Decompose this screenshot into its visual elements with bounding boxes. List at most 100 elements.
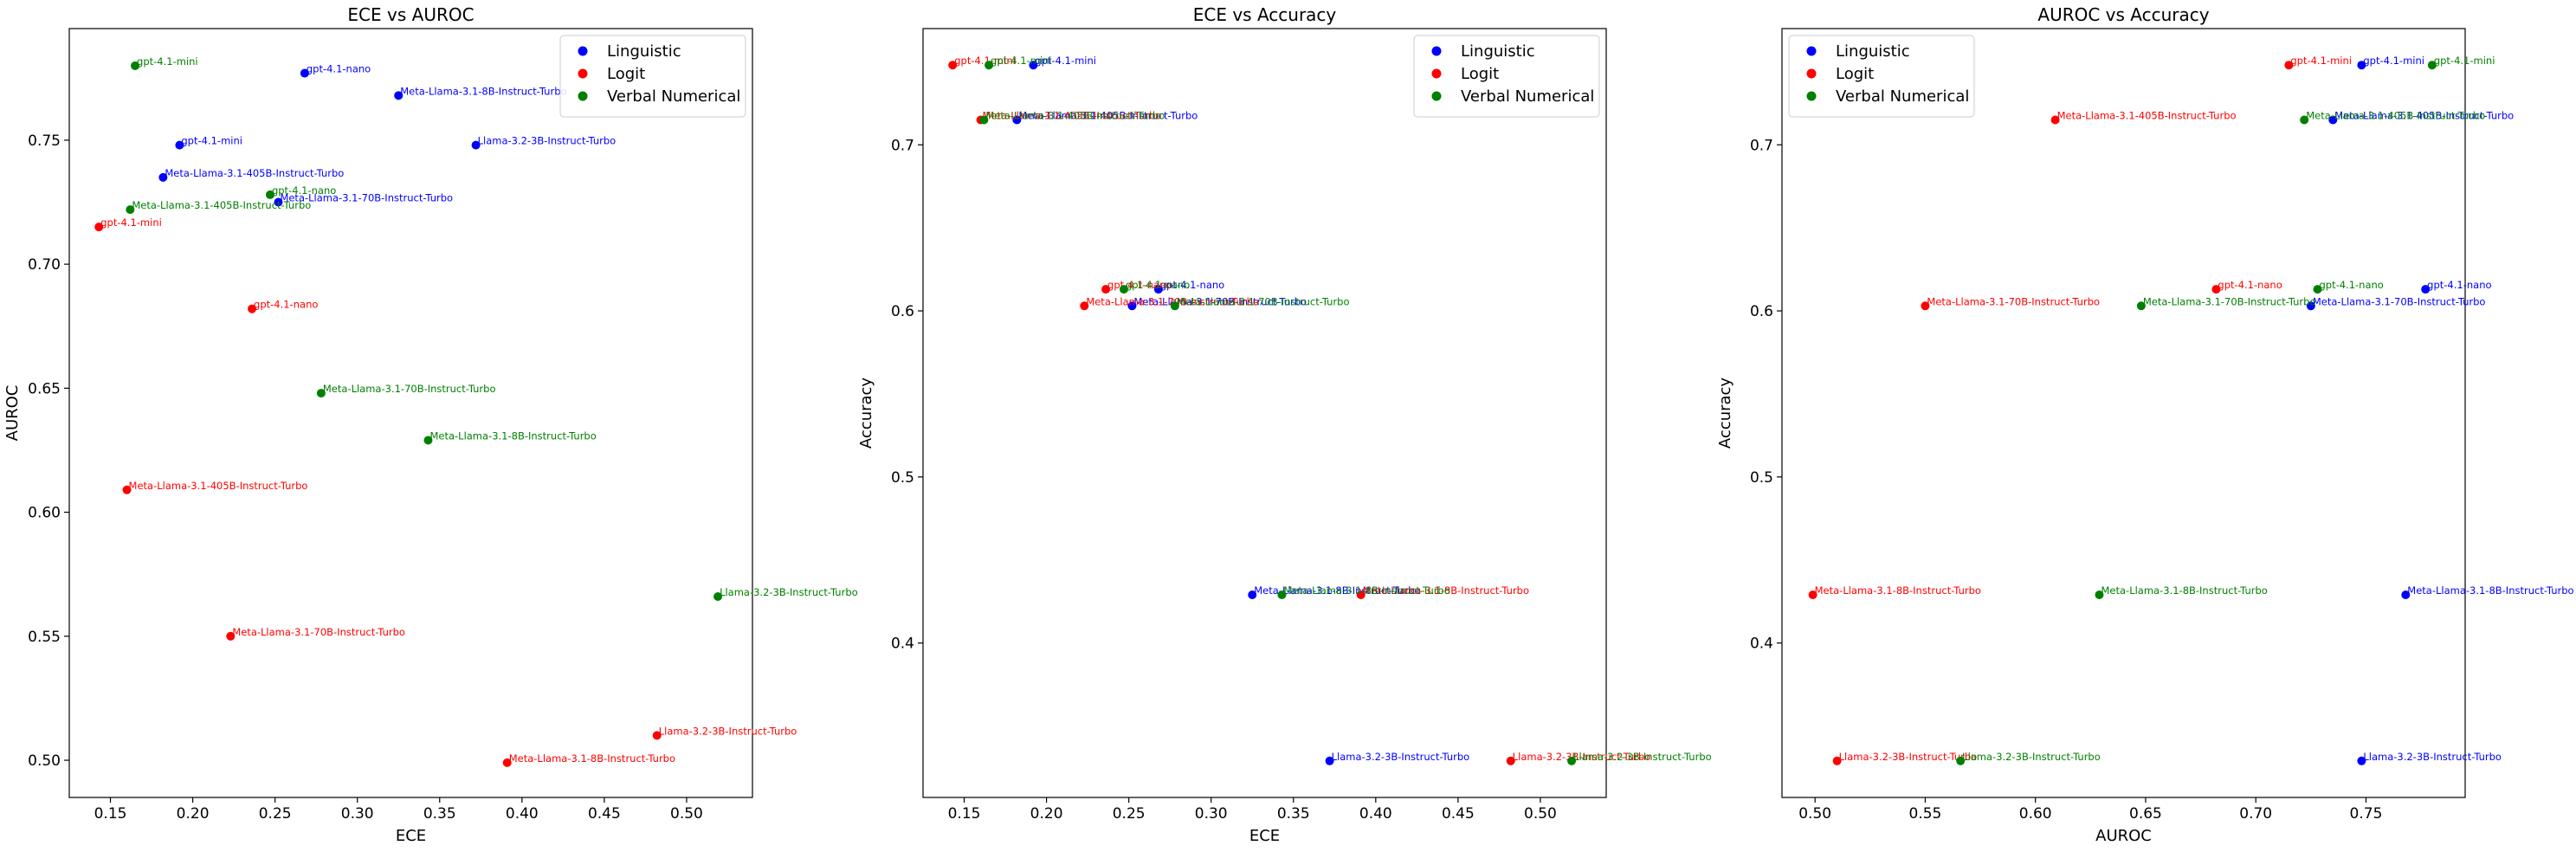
point-label: Llama-3.2-3B-Instruct-Turbo [1839, 751, 1978, 763]
x-tick-label: 0.30 [341, 805, 374, 823]
data-point [471, 140, 481, 150]
legend-marker [1431, 91, 1442, 101]
point-label: Llama-3.2-3B-Instruct-Turbo [1332, 751, 1470, 763]
data-point [2357, 61, 2366, 70]
data-point [158, 172, 168, 182]
point-label: Meta-Llama-3.1-405B-Instruct-Turbo [983, 109, 1162, 121]
y-axis-label: Accuracy [1716, 378, 1734, 449]
point-label: Meta-Llama-3.1-8B-Instruct-Turbo [400, 85, 566, 97]
data-point [2427, 61, 2437, 70]
data-point [2401, 591, 2411, 600]
data-point [226, 631, 236, 641]
x-tick-label: 0.50 [670, 805, 703, 823]
plot-area [68, 28, 753, 798]
data-point [2328, 115, 2338, 125]
data-point [300, 68, 309, 78]
data-point [248, 304, 257, 313]
point-label: gpt-4.1-nano [1160, 279, 1224, 291]
data-point [502, 758, 512, 767]
y-tick-label: 0.50 [28, 752, 61, 770]
legend-marker [1431, 46, 1442, 56]
x-axis-label: ECE [1249, 827, 1280, 845]
point-label: gpt-4.1-nano [307, 63, 371, 75]
legend-marker [1806, 68, 1817, 79]
legend-entry: Linguistic [1836, 42, 1910, 61]
data-point [1808, 591, 1817, 600]
data-point [274, 197, 283, 207]
data-point [948, 61, 958, 70]
data-point [2300, 115, 2309, 125]
chart-panel-3: AUROC vs Accuracy 0.50 0.55 0.60 0.65 0.70 0.7… [1716, 4, 2574, 845]
point-label: Meta-Llama-3.1-8B-Instruct-Turbo [2101, 584, 2268, 597]
x-tick-label: 0.60 [2019, 805, 2052, 823]
series-verbal-numerical: gpt-4.1-mini Meta-Llama-3.1-405B-Instruct… [1956, 55, 2495, 765]
chart-panel-2: ECE vs Accuracy 0.15 0.20 0.25 0.30 0.35 0.40 0… [857, 4, 1712, 845]
series-logit: gpt-4.1-mini gpt-4.1-nano Meta-Llama-3.1-4… [94, 216, 797, 767]
data-point [1127, 301, 1137, 311]
x-tick-label: 0.20 [177, 805, 210, 823]
x-tick-label: 0.45 [588, 805, 621, 823]
point-label: Meta-Llama-3.1-70B-Instruct-Turbo [280, 192, 453, 204]
series-linguistic: gpt-4.1-nano Meta-Llama-3.1-8B-Instruct-T… [158, 63, 616, 207]
data-point [2136, 301, 2146, 311]
legend-entry: Linguistic [607, 42, 681, 61]
y-axis-label: AUROC [3, 385, 22, 442]
point-label: Meta-Llama-3.1-8B-Instruct-Turbo [2407, 584, 2573, 597]
x-tick-label: 0.70 [2239, 805, 2272, 823]
data-point [1029, 61, 1038, 70]
point-label: gpt-4.1-mini [2434, 55, 2495, 67]
legend: Linguistic Logit Verbal Numerical [1413, 35, 1600, 118]
y-tick-label: 0.6 [891, 303, 914, 320]
legend-box [559, 35, 746, 118]
y-tick-label: 0.4 [1750, 636, 1773, 653]
chart-panel-1: ECE vs AUROC 0.15 0.20 0.25 0.30 0.35 0.40 0.45… [3, 4, 858, 845]
chart-title: ECE vs Accuracy [1193, 4, 1337, 25]
point-label: gpt-4.1-nano [2218, 279, 2282, 291]
legend-entry: Logit [1461, 65, 1499, 83]
legend-entry: Verbal Numerical [607, 87, 740, 106]
data-point [175, 140, 184, 150]
legend: Linguistic Logit Verbal Numerical [559, 35, 746, 118]
point-label: Llama-3.2-3B-Instruct-Turbo [659, 725, 797, 737]
point-label: Meta-Llama-3.1-405B-Instruct-Turbo [129, 480, 308, 492]
legend-entry: Verbal Numerical [1461, 87, 1594, 106]
y-tick-label: 0.75 [28, 132, 61, 150]
point-label: Llama-3.2-3B-Instruct-Turbo [720, 586, 858, 598]
data-point [2313, 285, 2322, 294]
data-point [1832, 756, 1842, 765]
legend-marker [578, 91, 588, 101]
point-label: Meta-Llama-3.1-8B-Instruct-Turbo [1815, 584, 1981, 597]
point-label: Meta-Llama-3.1-8B-Instruct-Turbo [509, 752, 675, 765]
point-label: Meta-Llama-3.1-8B-Instruct-Turbo [1283, 584, 1449, 597]
x-axis-label: AUROC [2095, 827, 2152, 845]
point-label: Llama-3.2-3B-Instruct-Turbo [478, 135, 617, 147]
y-tick-label: 0.5 [1750, 469, 1773, 487]
data-point [2050, 115, 2060, 125]
point-label: Meta-Llama-3.1-405B-Instruct-Turbo [165, 167, 344, 179]
y-tick-label: 0.70 [28, 256, 61, 274]
x-tick-label: 0.20 [1030, 805, 1063, 823]
data-point [1277, 591, 1287, 600]
x-tick-label: 0.15 [948, 805, 981, 823]
point-label: Meta-Llama-3.1-405B-Instruct-Turbo [985, 109, 1165, 121]
point-label: Meta-Llama-3.1-405B-Instruct-Turbo [1018, 109, 1198, 121]
legend-entry: Verbal Numerical [1836, 87, 1969, 106]
data-point [1956, 756, 1966, 765]
point-label: gpt-4.1-nano [2319, 279, 2383, 291]
data-point [985, 61, 994, 70]
x-tick-label: 0.30 [1195, 805, 1228, 823]
data-point [1101, 285, 1111, 294]
plot-area [922, 28, 1607, 798]
data-point [122, 485, 132, 494]
y-tick-label: 0.7 [1750, 137, 1773, 154]
x-tick-label: 0.65 [2129, 805, 2162, 823]
point-label: Llama-3.2-3B-Instruct-Turbo [1962, 751, 2101, 763]
legend-entry: Logit [607, 65, 645, 83]
data-point [316, 389, 326, 398]
data-point [394, 91, 404, 100]
point-label: Meta-Llama-3.1-405B-Instruct-Turbo [2057, 109, 2237, 121]
y-tick-label: 0.55 [28, 629, 61, 646]
point-label: Meta-Llama-3.1-70B-Instruct-Turbo [232, 626, 405, 638]
data-point [713, 591, 723, 601]
